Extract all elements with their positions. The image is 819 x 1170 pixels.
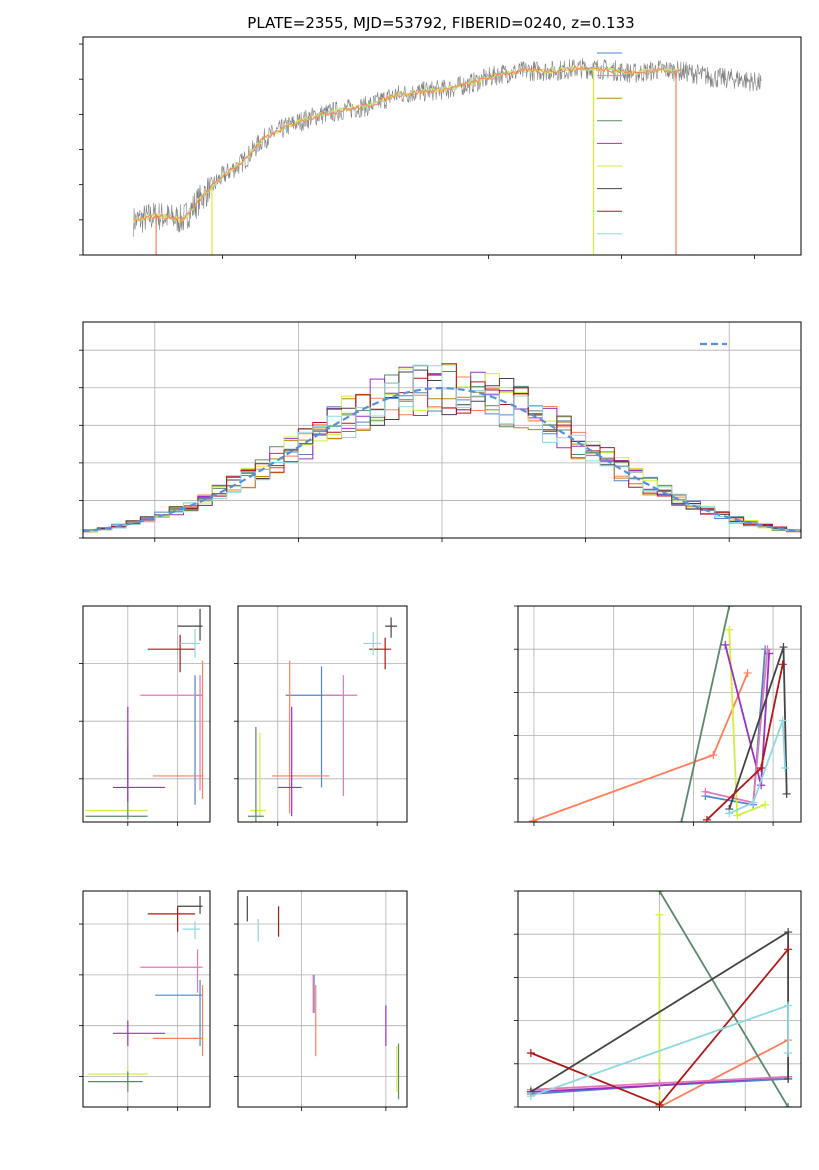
plot-area-weight_vs_age [529, 606, 791, 822]
mass-weight-marker [763, 645, 772, 654]
legend-spectrum [597, 52, 622, 235]
mass-weight-marker [725, 606, 734, 610]
mass-weight-marker [725, 625, 734, 634]
model-fit-line-salpeter_miles [133, 65, 682, 224]
mass-weight-line [680, 606, 731, 822]
panel-weight_vs_age [514, 605, 802, 826]
mass-weight-marker [526, 1092, 535, 1101]
mass-weight-marker [677, 818, 686, 822]
mass-weight-line [728, 720, 786, 815]
axes-frame [237, 890, 408, 1108]
mass-weight-marker [721, 640, 730, 649]
mass-weight-marker [784, 945, 793, 954]
axes-frame [237, 605, 408, 823]
mass-weight-marker [702, 815, 711, 822]
plot-area-spectrum [133, 58, 762, 255]
axes-frame [82, 890, 211, 1108]
residual-histogram-chabrier_stelib [83, 369, 801, 531]
mass-weight-marker [782, 789, 791, 798]
panel-weight_vs_Z [514, 890, 802, 1111]
axes-frame [82, 605, 211, 823]
plot-area-residuals [83, 363, 801, 533]
mass-weight-marker [778, 660, 787, 669]
mass-weight-marker [784, 928, 793, 937]
mass-weight-marker [781, 764, 790, 772]
plot-area-weight_vs_Z [526, 891, 793, 1107]
mass-weight-line [658, 891, 789, 1107]
mass-weight-marker [757, 764, 766, 772]
mass-weight-marker [709, 751, 718, 760]
mass-weight-marker [749, 798, 758, 807]
mass-weight-marker [761, 800, 770, 809]
mass-weight-marker [784, 1049, 793, 1057]
gaussian-reference-line [83, 386, 801, 533]
mass-weight-marker [725, 809, 734, 818]
plot-area-age_vs_mass [247, 617, 398, 822]
mass-weight-marker [784, 1103, 793, 1107]
mass-weight-marker [655, 910, 664, 919]
axes-frame [82, 36, 802, 256]
figure-title: PLATE=2355, MJD=53792, FIBERID=0240, z=0… [247, 14, 634, 32]
mass-weight-marker [526, 1049, 535, 1057]
mass-weight-marker [733, 811, 742, 820]
mass-weight-marker [778, 716, 787, 725]
mass-weight-marker [655, 891, 664, 895]
mass-weight-marker [655, 1100, 664, 1107]
axes-frame [517, 605, 802, 823]
panel-spectrum [79, 36, 802, 259]
mass-weight-marker [529, 816, 538, 822]
panel-mass_vs_ebv [234, 890, 408, 1111]
plot-area-age_vs_Z [85, 608, 204, 820]
panel-age_vs_Z [79, 605, 211, 826]
mass-weight-marker [784, 1001, 793, 1010]
mass-weight-line [659, 1039, 789, 1107]
panel-mass_vs_Z [79, 890, 211, 1111]
mass-weight-marker [655, 1079, 664, 1088]
plot-area-mass_vs_Z [87, 896, 204, 1092]
mass-weight-marker [701, 787, 710, 796]
plot-area-mass_vs_ebv [246, 896, 400, 1100]
mass-weight-marker [784, 1074, 793, 1083]
panel-residuals [79, 321, 802, 542]
panel-age_vs_mass [234, 605, 408, 826]
mass-weight-marker [743, 668, 752, 677]
mass-weight-marker [779, 643, 788, 652]
residual-histogram-kroupa_stelib [83, 364, 801, 532]
